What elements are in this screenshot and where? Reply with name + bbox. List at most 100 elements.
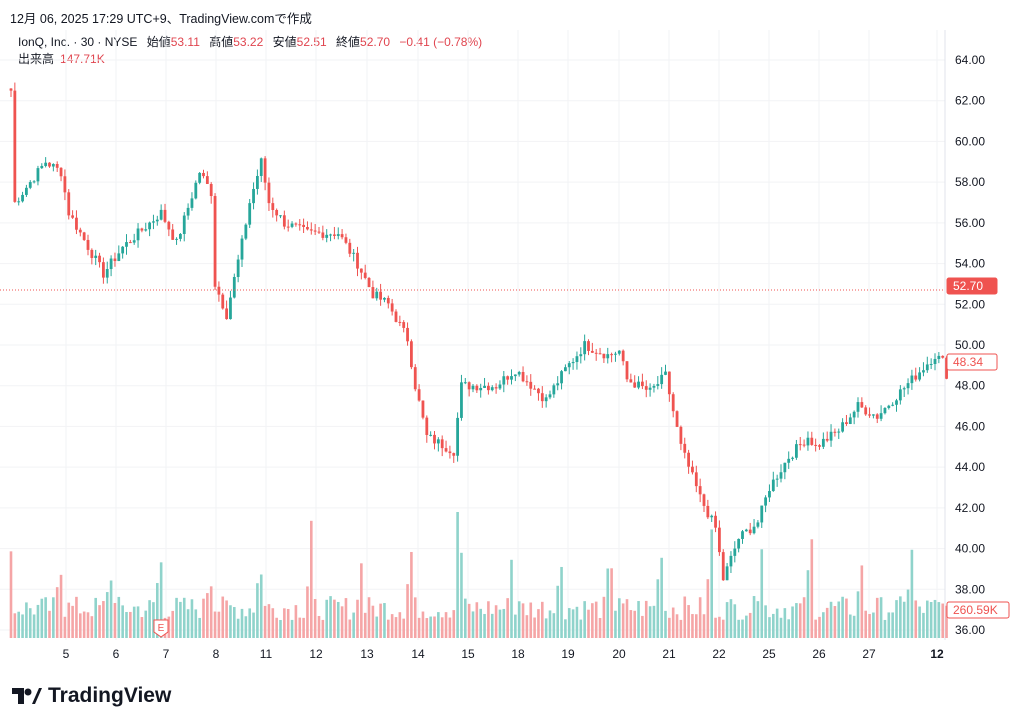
candle-body	[856, 402, 860, 412]
candle-body	[590, 350, 594, 353]
candle-body	[417, 389, 421, 401]
volume-bar	[48, 610, 51, 638]
candle-body	[371, 287, 375, 299]
candle-body	[752, 526, 756, 534]
candle-body	[744, 529, 748, 532]
candle-body	[933, 358, 937, 365]
candle-body	[721, 552, 725, 581]
candle-body	[914, 375, 918, 380]
candle-body	[748, 529, 752, 534]
volume-bar	[140, 617, 144, 638]
volume-bar	[548, 610, 552, 638]
candle-body	[444, 448, 448, 452]
candle-body	[132, 240, 136, 243]
volume-bar	[32, 614, 36, 638]
volume-bar	[321, 619, 325, 638]
candle-body	[756, 522, 760, 527]
volume-bar	[490, 613, 494, 638]
volume-bar	[310, 520, 313, 638]
volume-bar	[529, 602, 533, 638]
candle-body	[155, 219, 159, 222]
volume-bar	[798, 603, 802, 638]
candle-body	[475, 385, 479, 391]
volume-bar	[933, 599, 937, 638]
volume-bar	[456, 512, 459, 638]
candle-body	[102, 262, 105, 278]
volume-bar	[810, 539, 814, 638]
volume-bar	[818, 616, 821, 638]
volume-bar	[98, 605, 101, 638]
candle-body	[51, 164, 55, 167]
volume-bar	[825, 607, 829, 638]
y-tick-label: 50.00	[955, 338, 985, 352]
earnings-marker-icon[interactable]	[153, 619, 169, 638]
volume-bar	[236, 618, 240, 638]
volume-bar	[105, 592, 109, 638]
volume-bar	[837, 601, 841, 638]
volume-bar	[367, 597, 371, 638]
volume-bar	[336, 601, 340, 638]
candle-body	[313, 230, 317, 232]
candle-body	[706, 505, 710, 518]
candle-body	[498, 384, 502, 389]
volume-bar	[741, 619, 744, 638]
candle-body	[198, 172, 202, 183]
candle-body	[698, 486, 702, 495]
volume-bar	[294, 605, 298, 638]
candle-body	[575, 356, 579, 363]
volume-bar	[448, 617, 452, 638]
candle-body	[452, 453, 456, 456]
volume-bar	[625, 599, 629, 638]
volume-bar	[144, 610, 148, 638]
symbol-name[interactable]: IonQ, Inc. · 30 · NYSE	[18, 35, 138, 49]
candle-body	[660, 374, 664, 385]
high-label: 高値	[209, 35, 234, 49]
candle-body	[229, 297, 232, 320]
tradingview-logo[interactable]: TradingView	[12, 684, 171, 708]
volume-bar	[190, 599, 194, 638]
candle-body	[209, 183, 213, 197]
candle-body	[317, 231, 321, 233]
candle-body	[252, 188, 255, 204]
candle-body	[105, 269, 109, 278]
candle-body	[783, 462, 787, 473]
volume-bar	[760, 549, 764, 638]
volume-bar	[664, 610, 667, 638]
volume-bar	[864, 610, 867, 638]
candle-body	[182, 215, 186, 234]
volume-bar	[452, 610, 456, 638]
volume-bar	[433, 616, 436, 638]
volume-bar	[783, 608, 787, 638]
volume-bar	[637, 601, 640, 638]
candle-body	[321, 232, 325, 238]
volume-bar	[660, 557, 663, 638]
volume-bar	[275, 617, 278, 638]
volume-bar	[544, 618, 548, 638]
candle-body	[764, 497, 767, 506]
brand-name: TradingView	[48, 684, 172, 707]
candle-body	[413, 367, 417, 390]
volume-bar	[594, 601, 598, 638]
volume-bar	[263, 605, 267, 638]
volume-bar	[394, 617, 398, 638]
candle-body	[55, 164, 59, 168]
volume-bar	[618, 598, 621, 638]
candle-body	[621, 350, 625, 362]
candle-body	[121, 246, 125, 254]
candle-body	[290, 223, 294, 227]
candle-body	[390, 303, 394, 312]
candle-body	[648, 387, 652, 390]
candle-body	[367, 277, 371, 288]
volume-bar	[841, 596, 844, 638]
volume-bar	[52, 597, 55, 638]
volume-bar	[464, 598, 467, 638]
volume-bar	[868, 614, 871, 638]
volume-bar	[852, 615, 856, 638]
current-price-label	[946, 353, 998, 371]
candle-body	[725, 566, 729, 581]
candle-body	[463, 382, 467, 384]
candle-body	[779, 472, 783, 479]
candle-body	[664, 371, 667, 375]
candle-body	[652, 385, 656, 388]
